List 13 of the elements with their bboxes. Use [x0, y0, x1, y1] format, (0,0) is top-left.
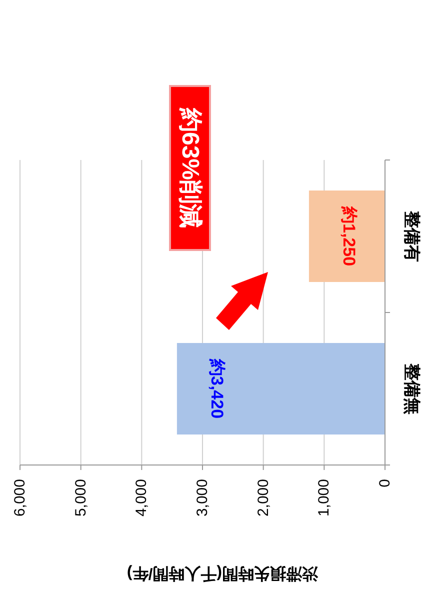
- x-tick-label: 3,000: [194, 479, 211, 517]
- x-tick-label: 6,000: [12, 479, 28, 517]
- data-label: 約3,420: [207, 358, 226, 419]
- x-tick-label: 5,000: [72, 479, 90, 517]
- y-tick-label: 整備無: [402, 362, 422, 414]
- x-axis-title: 渋滞損失時間(千人時間/年): [126, 564, 320, 582]
- x-tick-label: 2,000: [254, 479, 272, 517]
- annotation: 約63%削減: [176, 106, 204, 228]
- data-label: 約1,250: [339, 205, 358, 266]
- x-tick-label: 1,000: [316, 479, 333, 517]
- y-tick-label: 整備有: [402, 210, 422, 262]
- x-tick-label: 0: [376, 479, 394, 488]
- x-tick-label: 4,000: [133, 479, 150, 517]
